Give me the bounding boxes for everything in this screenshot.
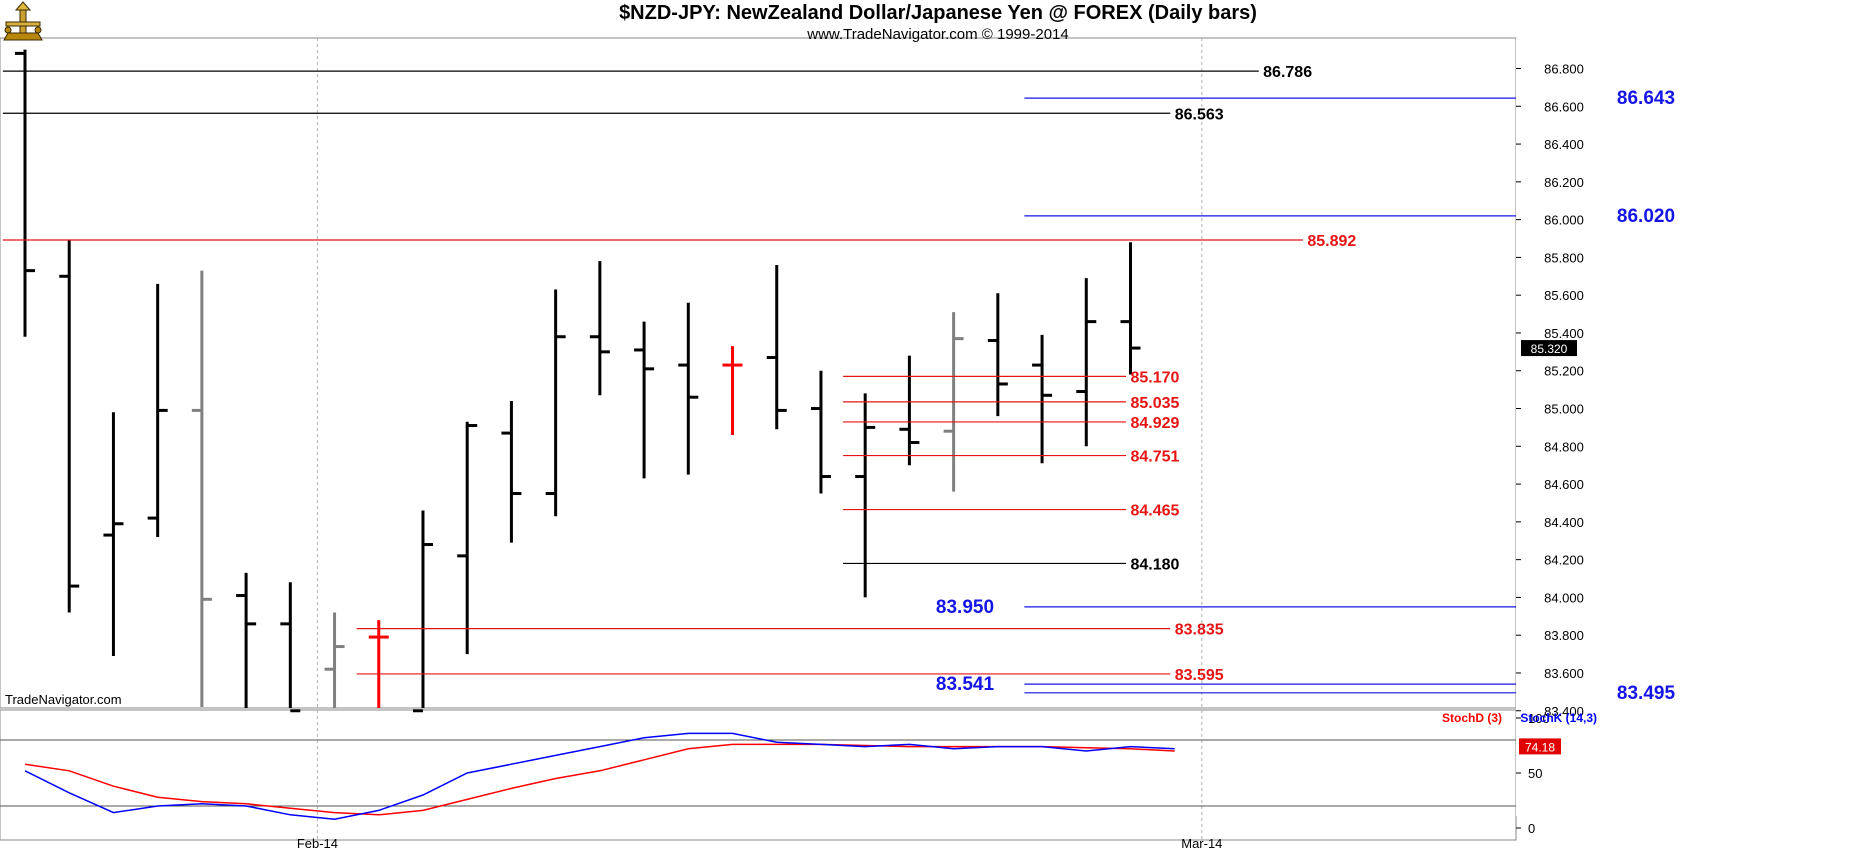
price-bar	[15, 49, 35, 337]
price-bar	[678, 302, 699, 475]
stoch-series-line	[24, 732, 1175, 820]
y-tick-label: 85.000	[1544, 402, 1584, 417]
y-tick-label: 85.800	[1544, 250, 1584, 265]
price-bar	[1032, 334, 1053, 464]
y-tick-label: 85.600	[1544, 288, 1584, 303]
price-bar	[899, 355, 920, 466]
price-y-axis: 86.800 86.600 86.400 86.200 86.000 85.800 85.6…	[1516, 62, 1584, 719]
price-bar	[236, 572, 257, 708]
price-level-label: 83.541	[936, 674, 995, 695]
price-level-label: 84.180	[1131, 556, 1180, 573]
y-tick-label: 83.600	[1544, 666, 1584, 681]
y-tick-label: 84.400	[1544, 515, 1584, 530]
price-levels: 86.786 86.563 86.643 86.020 85.892 85.170 85.0…	[2, 64, 1676, 704]
price-level-label: 85.170	[1131, 369, 1180, 386]
price-level-label: 85.892	[1307, 233, 1356, 250]
price-bar	[191, 270, 212, 707]
y-tick-label: 86.800	[1544, 62, 1584, 77]
price-level-label: 84.465	[1131, 503, 1180, 520]
y-tick-label: 83.400	[1544, 704, 1584, 719]
y-tick-label: 86.600	[1544, 99, 1584, 114]
price-bar	[501, 400, 522, 543]
x-tick-label: Mar-14	[1181, 836, 1222, 851]
stoch-legend-label: StochK (14,3)	[1520, 711, 1597, 725]
x-grid: Feb-14 Mar-14	[297, 38, 1222, 851]
stoch-legend-label: StochD (3)	[1442, 711, 1502, 725]
price-bar	[147, 283, 168, 537]
stochastic-panel	[0, 709, 1517, 841]
price-bar	[1076, 278, 1097, 447]
y-tick-label: 84.000	[1544, 590, 1584, 605]
price-level-label: 83.950	[936, 597, 994, 618]
price-level-label: 83.835	[1175, 622, 1224, 639]
price-bar	[589, 261, 610, 396]
price-level-label: 83.595	[1175, 667, 1224, 684]
stoch-last-label: 74.18	[1525, 740, 1555, 754]
watermark-text: TradeNavigator.com	[5, 692, 122, 707]
last-price-badge	[1521, 340, 1577, 357]
last-price-label: 85.320	[1531, 342, 1568, 356]
price-bar	[810, 370, 831, 494]
x-tick-label: Feb-14	[297, 836, 338, 851]
y-tick-label: 84.600	[1544, 477, 1584, 492]
price-bar	[324, 612, 345, 708]
price-level-label: 86.020	[1617, 206, 1675, 227]
price-bar	[412, 510, 433, 713]
price-level-label: 84.929	[1131, 415, 1180, 432]
trade-navigator-logo-icon	[3, 1, 43, 41]
price-bar	[103, 412, 124, 656]
price-bar	[280, 582, 301, 713]
ohlc-bars	[15, 49, 1141, 713]
price-level-label: 86.643	[1617, 88, 1675, 109]
price-level-label: 85.035	[1131, 395, 1180, 412]
price-panel	[0, 37, 1517, 709]
price-bar	[634, 321, 655, 479]
stoch-y-tick-label: 100	[1528, 711, 1550, 726]
price-axis-strip	[1516, 38, 1876, 816]
y-tick-label: 85.400	[1544, 326, 1584, 341]
y-tick-label: 84.800	[1544, 439, 1584, 454]
stoch-y-tick-label: 50	[1528, 766, 1542, 781]
y-tick-label: 86.400	[1544, 137, 1584, 152]
y-tick-label: 83.800	[1544, 628, 1584, 643]
price-level-label: 84.751	[1131, 449, 1180, 466]
price-bar	[722, 346, 743, 435]
chart-title: $NZD-JPY: NewZealand Dollar/Japanese Yen…	[619, 2, 1257, 24]
price-bar	[1120, 242, 1141, 375]
stochastic-axis: 100 50 0	[0, 711, 1550, 836]
chart-subtitle: www.TradeNavigator.com © 1999-2014	[807, 26, 1069, 43]
y-tick-label: 85.200	[1544, 364, 1584, 379]
price-bar	[987, 293, 1008, 417]
price-bar	[59, 240, 80, 613]
stoch-last-badge	[1519, 738, 1561, 755]
price-bar	[766, 264, 787, 430]
price-level-label: 83.495	[1617, 683, 1676, 704]
price-bar	[545, 289, 566, 517]
y-tick-label: 84.200	[1544, 553, 1584, 568]
price-level-label: 86.786	[1263, 64, 1312, 81]
stoch-y-tick-label: 0	[1528, 821, 1535, 836]
y-tick-label: 86.000	[1544, 213, 1584, 228]
price-bar	[368, 620, 389, 708]
y-tick-label: 86.200	[1544, 175, 1584, 190]
price-level-label: 86.563	[1175, 106, 1224, 123]
price-bar	[457, 421, 478, 655]
